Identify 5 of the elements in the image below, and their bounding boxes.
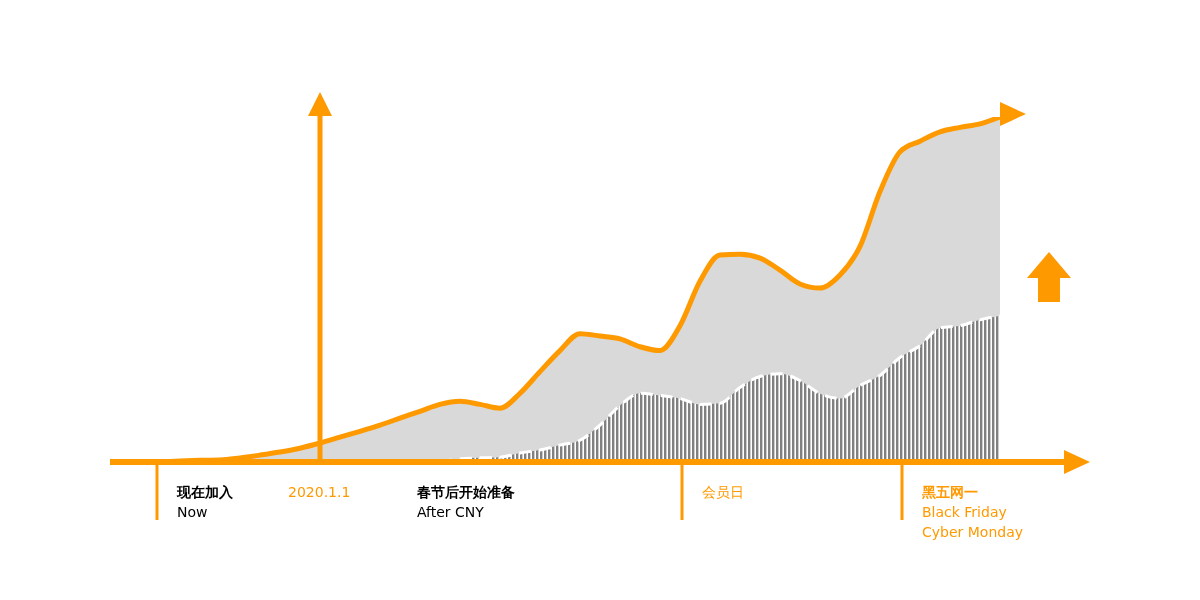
text: 2020.1.1 xyxy=(288,483,351,502)
text: 会员日 xyxy=(702,483,744,502)
text: 黑五网一 Black Friday Cyber Monday xyxy=(922,483,1024,542)
text: 春节后开始准备 After CNY xyxy=(417,483,515,522)
text: 现在加入 Now xyxy=(177,483,233,522)
